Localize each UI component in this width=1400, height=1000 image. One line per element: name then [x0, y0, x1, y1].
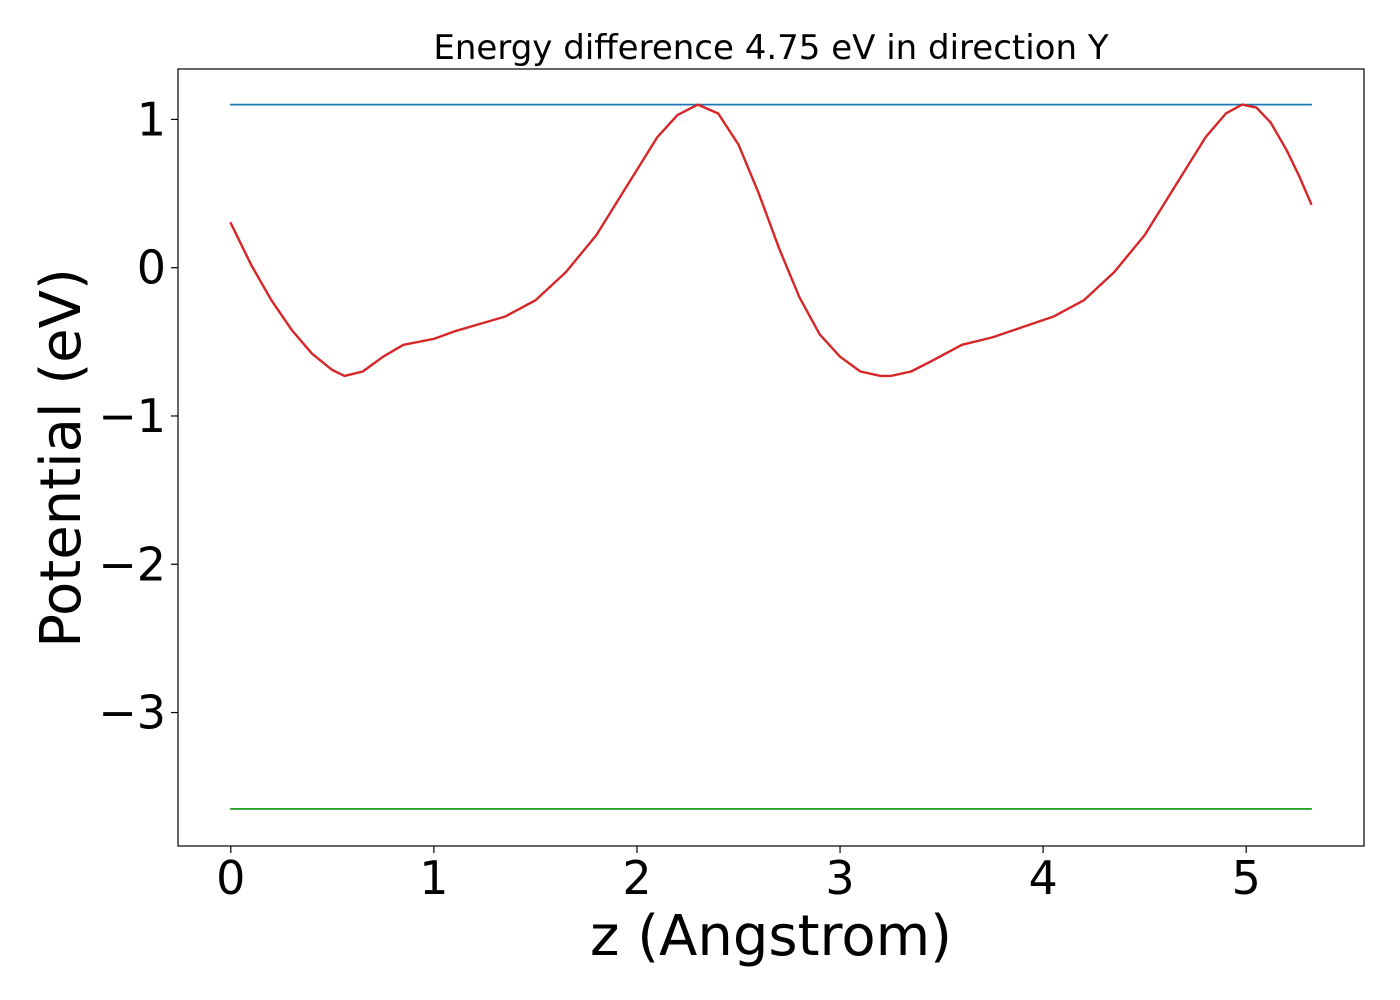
y-tick-label: 0 [137, 241, 166, 295]
y-tick-label: −1 [98, 389, 166, 443]
y-axis-label: Potential (eV) [29, 268, 94, 648]
chart-title: Energy difference 4.75 eV in direction Y [433, 28, 1108, 68]
y-tick-label: 1 [137, 92, 166, 146]
x-tick-label: 1 [419, 851, 448, 905]
series-layer [229, 103, 1313, 810]
x-tick-label: 3 [825, 851, 854, 905]
y-tick-label: −2 [98, 537, 166, 591]
plot-frame [177, 68, 1365, 847]
x-tick-label: 5 [1232, 851, 1261, 905]
y-axis-ticks: 1 0 −1 −2 −3 [98, 92, 178, 740]
y-tick-label: −3 [98, 686, 166, 740]
series-line-2 [229, 103, 1313, 378]
x-tick-label: 4 [1028, 851, 1057, 905]
x-tick-label: 2 [622, 851, 651, 905]
x-axis-label: z (Angstrom) [590, 904, 952, 969]
x-tick-label: 0 [216, 851, 245, 905]
x-axis-ticks: 0 1 2 3 4 5 [216, 846, 1261, 905]
